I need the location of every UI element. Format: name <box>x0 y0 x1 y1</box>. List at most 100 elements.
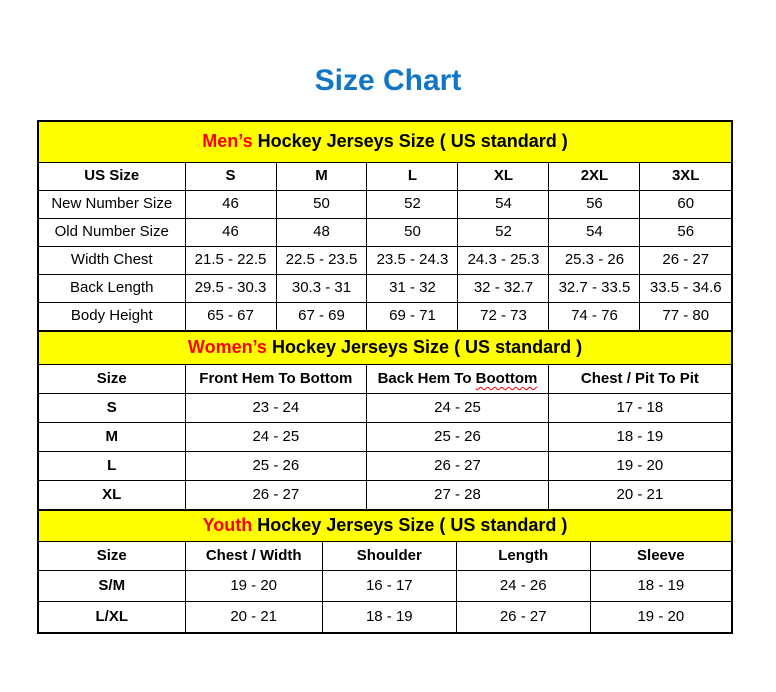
data-cell: 72 - 73 <box>457 301 550 331</box>
data-cell: 29.5 - 30.3 <box>184 273 277 303</box>
table-row: Width Chest 21.5 - 22.5 22.5 - 23.5 23.5 - … <box>39 245 731 275</box>
data-cell: 26 - 27 <box>366 450 549 481</box>
data-cell: 25.3 - 26 <box>548 245 641 275</box>
column-header: XL <box>457 161 550 191</box>
mens-size-table: Men’s Hockey Jerseys Size ( US standard … <box>39 122 731 331</box>
data-cell: 52 <box>457 217 550 247</box>
youth-column-header-row: Size Chest / Width Shoulder Length Sleeve <box>39 540 731 571</box>
column-header: Size <box>39 540 186 571</box>
data-cell: 23 - 24 <box>184 392 368 423</box>
womens-column-header-row: Size Front Hem To Bottom Back Hem To Boott… <box>39 363 731 394</box>
data-cell: 32.7 - 33.5 <box>548 273 641 303</box>
data-cell: 24 - 26 <box>455 569 591 602</box>
womens-section-header: Women’s Hockey Jerseys Size ( US standar… <box>39 330 731 365</box>
section-title-text: Hockey Jerseys Size ( US standard ) <box>266 337 583 358</box>
data-cell: 74 - 76 <box>548 301 641 331</box>
table-row: L/XL 20 - 21 18 - 19 26 - 27 19 - 20 <box>39 600 731 632</box>
column-header: Chest / Pit To Pit <box>547 363 731 394</box>
data-cell: 67 - 69 <box>275 301 368 331</box>
column-header: Chest / Width <box>184 540 323 571</box>
youth-size-table: Youth Hockey Jerseys Size ( US standard … <box>39 509 731 632</box>
data-cell: 20 - 21 <box>184 600 323 632</box>
data-cell: 50 <box>275 189 368 219</box>
row-label-cell: L <box>39 450 186 481</box>
row-label-cell: Back Length <box>39 273 186 303</box>
column-header: Back Hem To Boottom <box>366 363 549 394</box>
data-cell: 23.5 - 24.3 <box>366 245 459 275</box>
data-cell: 16 - 17 <box>321 569 457 602</box>
section-title-text: Hockey Jerseys Size ( US standard ) <box>252 515 568 536</box>
data-cell: 18 - 19 <box>589 569 731 602</box>
data-cell: 46 <box>184 189 277 219</box>
column-header: M <box>275 161 368 191</box>
data-cell: 50 <box>366 217 459 247</box>
data-cell: 24.3 - 25.3 <box>457 245 550 275</box>
youth-section-header: Youth Hockey Jerseys Size ( US standard … <box>39 509 731 542</box>
table-row: Body Height 65 - 67 67 - 69 69 - 71 72 - 73 7… <box>39 301 731 331</box>
data-cell: 22.5 - 23.5 <box>275 245 368 275</box>
section-title-text: Hockey Jerseys Size ( US standard ) <box>252 131 568 152</box>
row-label-cell: Width Chest <box>39 245 186 275</box>
data-cell: 26 - 27 <box>184 479 368 510</box>
data-cell: 33.5 - 34.6 <box>639 273 731 303</box>
section-accent-word: Women’s <box>187 337 267 358</box>
data-cell: 31 - 32 <box>366 273 459 303</box>
data-cell: 60 <box>639 189 731 219</box>
column-header: Length <box>455 540 591 571</box>
data-cell: 25 - 26 <box>366 421 549 452</box>
column-header: Size <box>39 363 186 394</box>
data-cell: 52 <box>366 189 459 219</box>
table-row: XL 26 - 27 27 - 28 20 - 21 <box>39 479 731 510</box>
table-row: M 24 - 25 25 - 26 18 - 19 <box>39 421 731 452</box>
data-cell: 54 <box>457 189 550 219</box>
youth-section-banner-row: Youth Hockey Jerseys Size ( US standard … <box>39 509 731 542</box>
data-cell: 46 <box>184 217 277 247</box>
data-cell: 19 - 20 <box>547 450 731 481</box>
data-cell: 18 - 19 <box>547 421 731 452</box>
mens-section-header: Men’s Hockey Jerseys Size ( US standard … <box>39 122 731 163</box>
section-accent-word: Men’s <box>202 131 253 152</box>
table-row: S/M 19 - 20 16 - 17 24 - 26 18 - 19 <box>39 569 731 602</box>
womens-section-banner-row: Women’s Hockey Jerseys Size ( US standar… <box>39 330 731 365</box>
column-header: US Size <box>39 161 186 191</box>
column-header: 3XL <box>639 161 731 191</box>
page-title: Size Chart <box>314 64 462 97</box>
misspelled-word: Boottom <box>475 369 538 387</box>
table-row: Back Length 29.5 - 30.3 30.3 - 31 31 - 32 32… <box>39 273 731 303</box>
data-cell: 17 - 18 <box>547 392 731 423</box>
data-cell: 21.5 - 22.5 <box>184 245 277 275</box>
row-label-cell: S <box>39 392 186 423</box>
table-row: L 25 - 26 26 - 27 19 - 20 <box>39 450 731 481</box>
data-cell: 20 - 21 <box>547 479 731 510</box>
womens-size-table: Women’s Hockey Jerseys Size ( US standar… <box>39 330 731 510</box>
row-label-cell: S/M <box>39 569 186 602</box>
section-accent-word: Youth <box>202 515 253 536</box>
table-row: Old Number Size 46 48 50 52 54 56 <box>39 217 731 247</box>
column-header: 2XL <box>548 161 641 191</box>
data-cell: 65 - 67 <box>184 301 277 331</box>
data-cell: 32 - 32.7 <box>457 273 550 303</box>
column-header-text: Back Hem To <box>377 369 476 387</box>
data-cell: 24 - 25 <box>184 421 368 452</box>
column-header: L <box>366 161 459 191</box>
column-header: Sleeve <box>589 540 731 571</box>
data-cell: 77 - 80 <box>639 301 731 331</box>
row-label-cell: L/XL <box>39 600 186 632</box>
row-label-cell: XL <box>39 479 186 510</box>
data-cell: 18 - 19 <box>321 600 457 632</box>
data-cell: 56 <box>639 217 731 247</box>
column-header: Front Hem To Bottom <box>184 363 368 394</box>
row-label-cell: M <box>39 421 186 452</box>
data-cell: 69 - 71 <box>366 301 459 331</box>
data-cell: 19 - 20 <box>589 600 731 632</box>
column-header: Shoulder <box>321 540 457 571</box>
table-row: New Number Size 46 50 52 54 56 60 <box>39 189 731 219</box>
column-header: S <box>184 161 277 191</box>
data-cell: 27 - 28 <box>366 479 549 510</box>
data-cell: 24 - 25 <box>366 392 549 423</box>
data-cell: 56 <box>548 189 641 219</box>
table-row: S 23 - 24 24 - 25 17 - 18 <box>39 392 731 423</box>
data-cell: 26 - 27 <box>455 600 591 632</box>
data-cell: 30.3 - 31 <box>275 273 368 303</box>
data-cell: 54 <box>548 217 641 247</box>
